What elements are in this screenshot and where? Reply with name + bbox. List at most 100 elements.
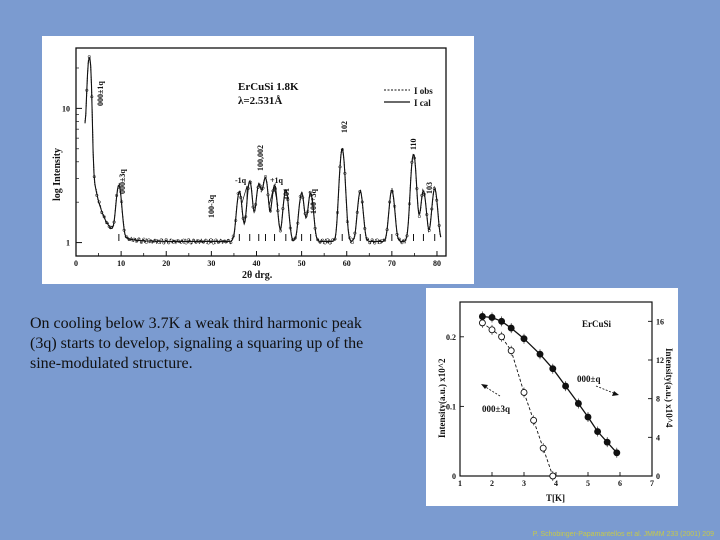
chart1-data-point [85, 88, 89, 92]
chart1-data-point [209, 238, 213, 242]
chart1-data-point [385, 228, 389, 232]
chart1-data-point [157, 240, 161, 244]
chart1-data-point [206, 241, 210, 245]
peak-label-000-1q: 000±1q [96, 81, 105, 106]
series-000-3q-point [539, 444, 547, 452]
chart1-data-point [348, 236, 352, 240]
chart1-data-point [397, 237, 402, 241]
chart1-data-point [435, 198, 439, 202]
series-000-q-point [498, 317, 506, 325]
chart1-legend: I obs I cal [384, 86, 433, 108]
chart1-data-point [249, 180, 253, 184]
series-000-3q-point [488, 326, 496, 334]
chart1-data-point [189, 241, 193, 245]
chart1-data-point [112, 220, 116, 224]
series-000-q-point [488, 314, 496, 321]
chart1-data-point [303, 212, 307, 216]
chart2-ytick-left-label: 0.2 [446, 333, 456, 342]
chart1-data-point [378, 241, 382, 245]
chart1-data-point [137, 237, 141, 241]
chart1-data-point [122, 228, 126, 232]
chart1-data-point [402, 238, 407, 242]
chart1-calculated-line [84, 57, 442, 242]
chart1-data-point [430, 207, 434, 211]
chart1-data-point [313, 226, 317, 230]
chart1-data-point [229, 241, 233, 245]
chart2-xtick-label: 7 [650, 479, 654, 488]
chart1-data-point [301, 196, 305, 200]
series-000-3q-line [482, 322, 554, 477]
series-000-q-point [549, 365, 557, 373]
chart1-data-point [254, 202, 258, 207]
chart1-data-point [365, 237, 369, 241]
peak-label-103: 103 [425, 182, 434, 194]
chart2-ytick-right-label: 0 [656, 472, 660, 481]
chart1-data-point [144, 240, 148, 244]
chart1-xtick-label: 0 [74, 259, 78, 268]
chart1-data-point [105, 221, 109, 225]
chart1-data-point [375, 238, 379, 242]
chart1-xtick-label: 10 [117, 259, 125, 268]
chart1-data-point [360, 200, 364, 204]
chart1-data-point [147, 238, 151, 242]
chart1-data-point [194, 240, 198, 244]
chart1-data-point [298, 194, 302, 198]
chart1-data-point [177, 239, 181, 243]
chart1-data-point [358, 190, 362, 194]
chart1-xtick-label: 70 [388, 259, 396, 268]
series-000-q-point [536, 350, 544, 358]
chart2-xtick-label: 2 [490, 479, 494, 488]
chart1-observed-line [84, 56, 442, 245]
chart1-subtitle: λ=2.531Å [238, 95, 282, 107]
chart1-data-point [268, 209, 273, 213]
peak-label-102: 102 [340, 121, 349, 133]
chart1-ytick-label: 1 [66, 239, 70, 248]
series-000-3q-point [549, 472, 557, 480]
chart1-data-point [293, 236, 297, 240]
chart1-data-point [355, 210, 359, 214]
chart1-data-point [179, 240, 183, 244]
series-000-q-point [507, 324, 515, 332]
chart1-data-point [142, 237, 146, 241]
peak-label-minus1q: -1q [235, 176, 247, 185]
series-000-3q-point [498, 333, 506, 341]
chart1-data-point [226, 238, 230, 242]
chart1-data-point [278, 229, 282, 233]
chart1-data-point [405, 234, 409, 238]
chart1-data-point [120, 200, 124, 204]
chart1-data-point [263, 175, 268, 179]
chart2-ytick-right-label: 4 [656, 433, 660, 442]
series-000-q-point [613, 449, 621, 457]
chart1-data-point [184, 241, 188, 245]
chart1-data-point [437, 223, 441, 228]
chart1-data-point [124, 235, 129, 239]
chart1-data-point [373, 241, 377, 245]
legend-cal: I cal [414, 98, 431, 108]
peak-label-100-3q-plus: 100+3q [309, 188, 318, 214]
chart1-data-point [328, 241, 332, 245]
chart1-data-point [154, 239, 158, 243]
peak-label-100-002: 100,002 [256, 145, 265, 171]
chart1-data-point [412, 156, 416, 160]
chart1-xtick-label: 60 [343, 259, 351, 268]
chart1-data-point [283, 190, 287, 194]
chart1-data-point [432, 186, 436, 191]
series-000-q-point [562, 382, 570, 390]
chart1-data-point [333, 237, 337, 241]
chart1-data-point [343, 171, 347, 175]
chart1-xtick-label: 80 [433, 259, 441, 268]
chart1-data-point [281, 207, 285, 211]
chart1-xtick-label: 50 [298, 259, 306, 268]
peak-label-101: 101 [282, 188, 291, 200]
chart1-data-point [162, 241, 166, 245]
chart1-data-point [201, 240, 206, 244]
chart1-data-point [395, 232, 399, 236]
series-000-q-point [520, 335, 528, 343]
chart1-data-point [427, 228, 431, 232]
chart1-title: ErCuSi 1.8K [238, 81, 299, 93]
chart1-data-point [422, 192, 426, 196]
chart1-data-point [95, 193, 99, 197]
chart1-data-point [204, 238, 208, 242]
chart1-data-point [251, 205, 255, 209]
